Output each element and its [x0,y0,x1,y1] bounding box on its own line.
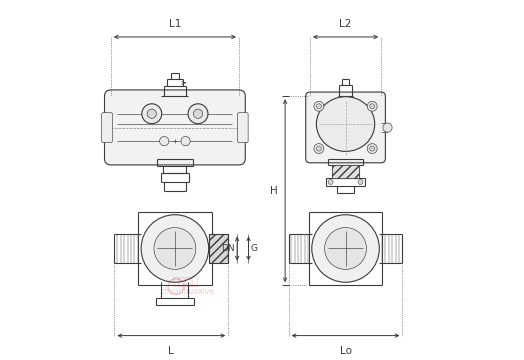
Circle shape [328,180,333,184]
Circle shape [312,215,379,282]
Circle shape [181,136,190,146]
Text: H: H [269,186,277,196]
Circle shape [370,104,375,109]
FancyBboxPatch shape [305,92,385,163]
Bar [209,234,228,264]
Circle shape [358,180,363,184]
Ellipse shape [316,97,375,152]
FancyBboxPatch shape [237,113,248,143]
Circle shape [367,144,377,154]
Text: Lo: Lo [340,346,352,356]
Circle shape [160,136,169,146]
Text: 川沪阀门: 川沪阀门 [172,277,199,287]
Circle shape [316,146,321,151]
Circle shape [141,215,209,282]
Circle shape [142,104,162,124]
Circle shape [316,104,321,109]
FancyBboxPatch shape [104,90,245,165]
Text: L2: L2 [340,19,352,29]
Text: DN: DN [221,244,234,253]
Text: L: L [168,346,174,356]
Text: G: G [250,244,258,253]
Circle shape [314,144,324,154]
Circle shape [370,146,375,151]
Circle shape [383,123,392,132]
Circle shape [188,104,208,124]
Circle shape [154,228,196,269]
FancyBboxPatch shape [102,113,112,143]
Circle shape [193,109,203,118]
Text: chuanhuvalve: chuanhuvalve [160,287,214,296]
Circle shape [324,228,366,269]
Bar [332,165,359,178]
Circle shape [314,101,324,111]
Text: L1: L1 [169,19,181,29]
Circle shape [147,109,156,118]
Circle shape [367,101,377,111]
